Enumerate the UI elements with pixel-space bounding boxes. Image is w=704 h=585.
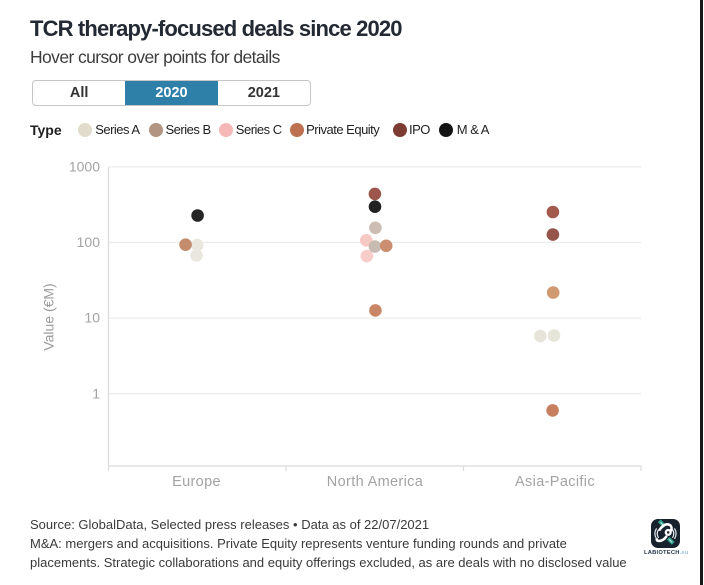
svg-text:Europe: Europe — [172, 474, 221, 490]
svg-text:Value (€M): Value (€M) — [41, 283, 57, 350]
svg-text:1000: 1000 — [69, 159, 100, 175]
svg-text:Asia-Pacific: Asia-Pacific — [515, 474, 595, 490]
svg-text:10: 10 — [84, 310, 100, 326]
svg-text:1: 1 — [92, 385, 100, 401]
svg-text:100: 100 — [77, 234, 101, 250]
svg-text:North America: North America — [327, 474, 424, 490]
